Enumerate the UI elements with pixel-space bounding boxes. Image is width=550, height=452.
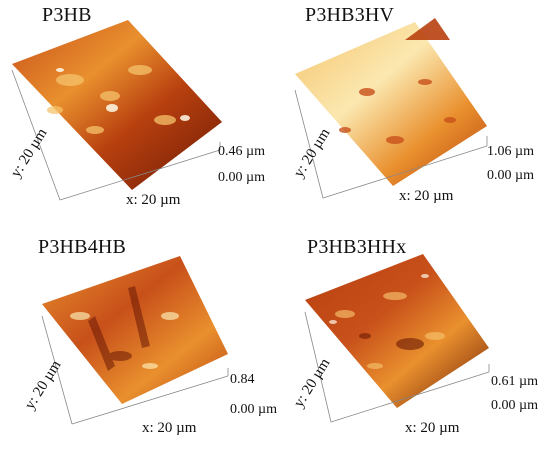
x-axis-label: x: 20 µm — [142, 420, 197, 436]
z-min-label: 0.00 µm — [230, 402, 277, 417]
afm-panel-p3hb3hv: P3HB3HV y: 20 µm x: 20 µm 1.06 µm 0.00 µ… — [275, 0, 550, 226]
panel-title: P3HB — [42, 4, 92, 26]
z-max-label: 0.46 µm — [218, 144, 265, 159]
panel-title: P3HB4HB — [38, 236, 127, 258]
x-axis-label: x: 20 µm — [399, 188, 454, 204]
surface-image — [304, 254, 490, 423]
afm-panel-p3hb4hb: P3HB4HB y: 20 µm x: 20 µm 0.84 0.00 µm — [0, 226, 277, 452]
z-max-label: 1.06 µm — [487, 144, 534, 159]
afm-panel-p3hb: P3HB y: 20 µm x: 20 µm 0.46 µm 0.00 µm — [0, 0, 275, 226]
surface-image — [41, 256, 229, 425]
z-min-label: 0.00 µm — [491, 398, 538, 413]
x-axis-label: x: 20 µm — [405, 420, 460, 436]
panel-title: P3HB3HHx — [307, 236, 407, 258]
surface-image — [294, 18, 488, 199]
z-min-label: 0.00 µm — [218, 170, 265, 185]
z-max-label: 0.61 µm — [491, 374, 538, 389]
afm-panel-p3hb3hhx: P3HB3HHx y: 20 µm x: 20 µm 0.61 µm 0.00 … — [275, 226, 550, 452]
z-max-label: 0.84 — [230, 372, 255, 387]
panel-title: P3HB3HV — [305, 4, 395, 26]
x-axis-label: x: 20 µm — [126, 192, 181, 208]
surface-image — [11, 20, 222, 201]
z-min-label: 0.00 µm — [487, 168, 534, 183]
